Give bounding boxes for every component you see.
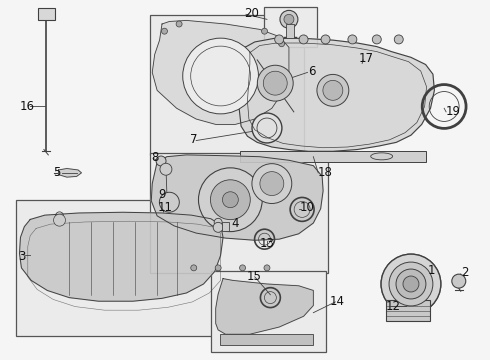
Text: 17: 17 <box>358 51 373 64</box>
Circle shape <box>396 269 426 299</box>
Text: 9: 9 <box>158 188 166 201</box>
Bar <box>150 15 304 155</box>
Bar <box>150 153 328 273</box>
Circle shape <box>257 65 293 101</box>
Circle shape <box>252 164 292 203</box>
Circle shape <box>317 75 349 106</box>
Circle shape <box>280 10 298 28</box>
Text: 20: 20 <box>244 7 259 20</box>
Text: 19: 19 <box>446 105 461 118</box>
Circle shape <box>214 218 222 226</box>
Text: 6: 6 <box>308 65 316 78</box>
Bar <box>286 24 294 39</box>
Bar <box>221 222 229 231</box>
Circle shape <box>452 274 466 288</box>
Circle shape <box>262 28 268 34</box>
Circle shape <box>279 41 285 47</box>
Circle shape <box>372 35 381 44</box>
Bar <box>240 150 426 162</box>
Circle shape <box>213 222 223 232</box>
Circle shape <box>321 35 330 44</box>
Polygon shape <box>20 212 223 301</box>
Circle shape <box>191 265 197 271</box>
Circle shape <box>53 214 66 226</box>
Circle shape <box>260 172 284 195</box>
Text: 12: 12 <box>386 300 401 313</box>
Circle shape <box>183 38 258 114</box>
Circle shape <box>275 35 284 44</box>
Text: 18: 18 <box>317 166 332 179</box>
Text: 5: 5 <box>53 166 61 179</box>
Circle shape <box>210 180 250 220</box>
Circle shape <box>263 71 287 95</box>
Polygon shape <box>58 168 81 177</box>
Circle shape <box>162 28 168 34</box>
Circle shape <box>240 265 245 271</box>
Text: 16: 16 <box>20 100 34 113</box>
Circle shape <box>403 276 419 292</box>
Bar <box>386 301 431 320</box>
Text: 1: 1 <box>428 264 435 277</box>
Circle shape <box>176 21 182 27</box>
Bar <box>38 8 55 21</box>
Text: 7: 7 <box>190 133 198 146</box>
Circle shape <box>222 192 238 208</box>
Circle shape <box>299 35 308 44</box>
Circle shape <box>159 192 179 212</box>
Circle shape <box>348 35 357 44</box>
Circle shape <box>252 113 282 143</box>
Circle shape <box>389 262 433 306</box>
Polygon shape <box>152 21 289 125</box>
Circle shape <box>198 168 262 231</box>
Text: 13: 13 <box>260 237 274 250</box>
Text: 3: 3 <box>19 249 26 262</box>
Bar <box>16 200 233 336</box>
Text: 2: 2 <box>461 266 468 279</box>
Circle shape <box>381 254 441 314</box>
Text: 14: 14 <box>330 295 345 308</box>
Text: 8: 8 <box>151 151 159 164</box>
Text: 10: 10 <box>300 201 315 214</box>
Text: 11: 11 <box>158 202 173 215</box>
Circle shape <box>323 80 343 100</box>
Polygon shape <box>216 279 313 334</box>
Circle shape <box>156 156 166 166</box>
Text: 15: 15 <box>247 270 262 283</box>
Circle shape <box>381 254 441 314</box>
Bar <box>220 334 313 345</box>
Text: 4: 4 <box>231 217 239 230</box>
Circle shape <box>215 265 221 271</box>
Circle shape <box>394 35 403 44</box>
Circle shape <box>160 163 172 175</box>
Circle shape <box>284 14 294 24</box>
Bar <box>211 271 325 352</box>
Bar <box>264 7 317 46</box>
Circle shape <box>264 265 270 271</box>
Polygon shape <box>151 155 323 240</box>
Polygon shape <box>239 39 435 151</box>
